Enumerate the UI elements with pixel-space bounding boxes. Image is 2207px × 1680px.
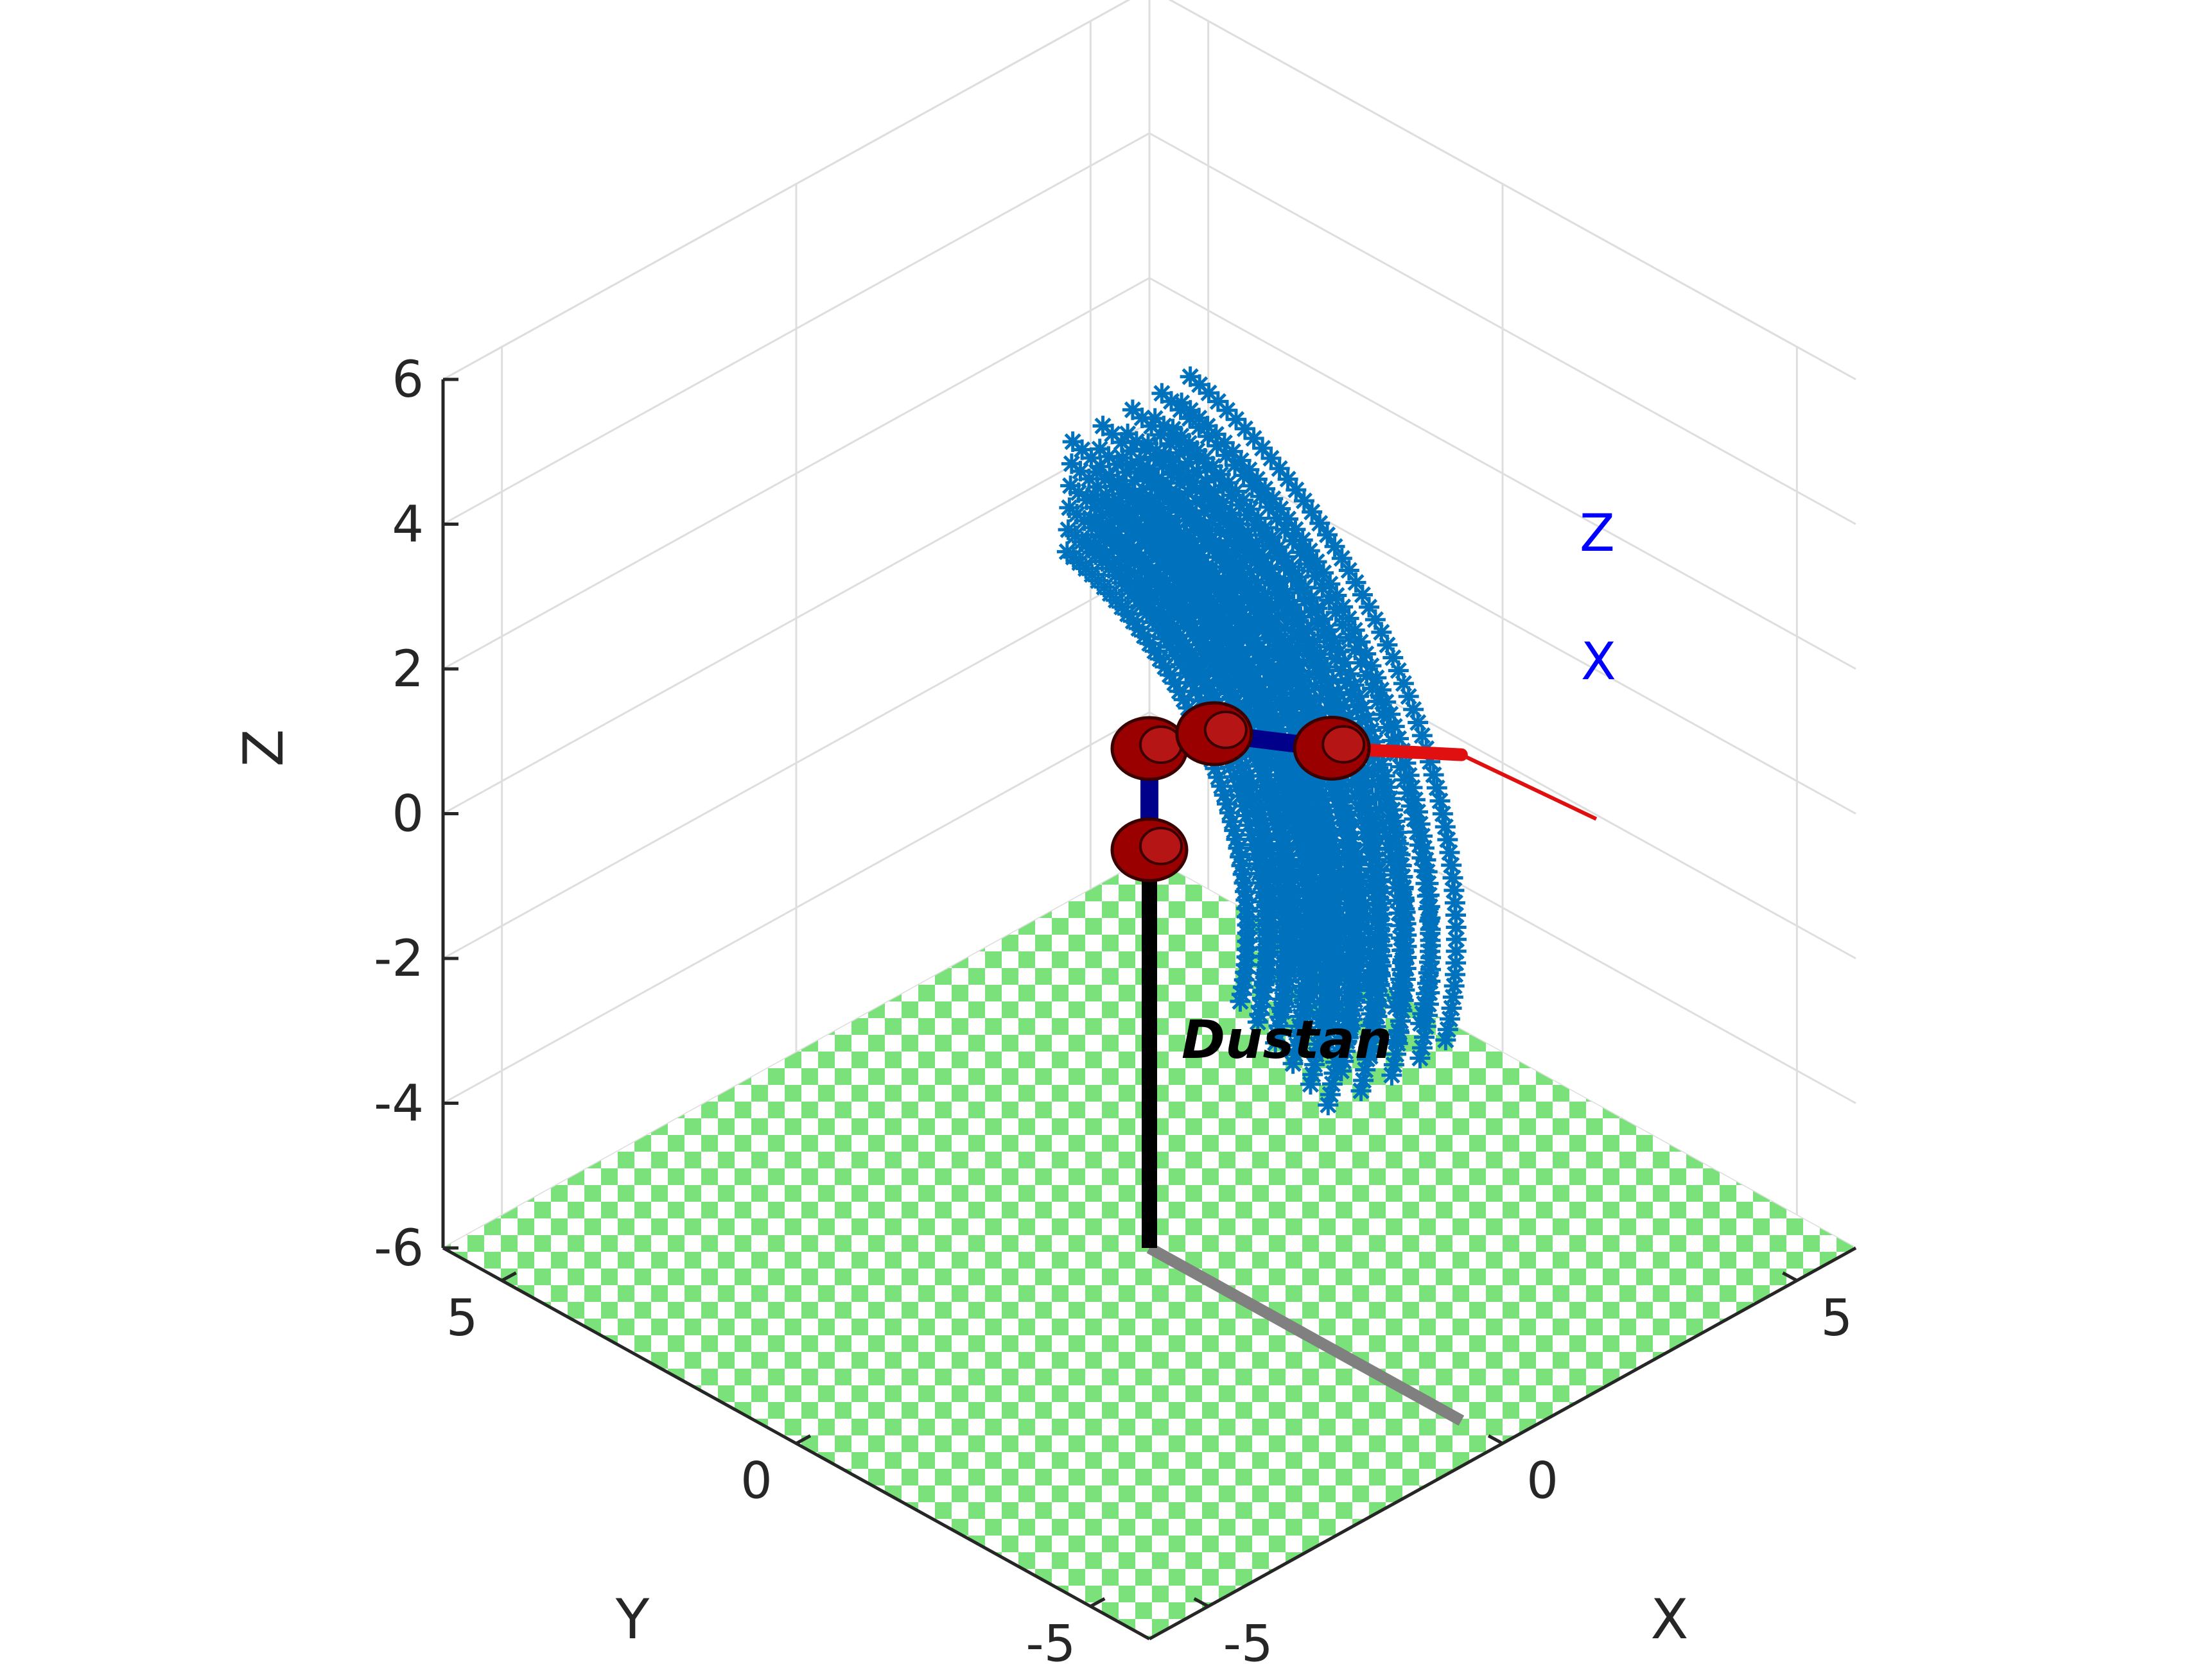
workspace-point <box>1093 416 1113 437</box>
workspace-point <box>1103 496 1123 516</box>
workspace-point <box>1083 485 1104 505</box>
z-tick-label: -4 <box>374 1075 424 1133</box>
x-tick-label: 0 <box>1526 1453 1558 1511</box>
workspace-point <box>1086 462 1107 482</box>
workspace-point <box>1397 783 1418 803</box>
y-axis-label: Y <box>615 1588 650 1652</box>
workspace-point <box>1138 433 1158 454</box>
y-tick-label: 5 <box>446 1290 478 1347</box>
z-tick-label: 4 <box>392 496 424 554</box>
z-tick-label: 2 <box>392 641 424 698</box>
robot-joint <box>1177 703 1252 765</box>
robot-name-label: Dustan <box>1182 1010 1392 1071</box>
frame-label-z: Z <box>1580 503 1615 563</box>
workspace-point <box>1061 453 1082 474</box>
robot-joint <box>1112 819 1187 881</box>
workspace-point <box>1112 447 1133 468</box>
frame-label-x: X <box>1581 632 1616 691</box>
x-tick-label: -5 <box>1223 1615 1273 1673</box>
workspace-point <box>1060 476 1081 496</box>
x-tick-label: 5 <box>1821 1290 1853 1347</box>
workspace-point <box>1171 393 1192 413</box>
workspace-point <box>1080 508 1101 528</box>
workspace-point <box>1063 431 1083 452</box>
robot-joint <box>1295 718 1369 779</box>
y-tick-label: 0 <box>740 1453 772 1511</box>
workspace-point <box>1057 541 1077 562</box>
workspace-point <box>1117 424 1138 444</box>
z-tick-label: 6 <box>392 351 424 409</box>
z-tick-label: 0 <box>392 786 424 844</box>
workspace-point <box>1163 419 1183 439</box>
y-tick-label: -5 <box>1025 1615 1076 1673</box>
workspace-point <box>1077 531 1098 551</box>
workspace-point <box>1122 399 1143 420</box>
workspace-point <box>1145 408 1165 429</box>
workspace-point <box>1339 815 1359 836</box>
workspace-point <box>1180 367 1201 387</box>
z-tick-label: -6 <box>374 1220 424 1277</box>
x-axis-label: X <box>1651 1588 1689 1652</box>
workspace-point <box>1151 383 1172 404</box>
workspace-point <box>1090 438 1110 459</box>
workspace-point <box>1059 498 1079 518</box>
workspace-point <box>1108 472 1128 492</box>
workspace-point <box>1058 519 1079 540</box>
workspace-point <box>1124 483 1145 504</box>
workspace-point <box>1131 458 1151 479</box>
z-tick-label: -2 <box>374 930 424 988</box>
workspace-point <box>1154 445 1174 465</box>
workspace-point <box>1097 520 1118 541</box>
z-axis-label: Z <box>232 729 296 767</box>
robot-joint <box>1112 718 1187 779</box>
workspace-point <box>1369 800 1390 820</box>
